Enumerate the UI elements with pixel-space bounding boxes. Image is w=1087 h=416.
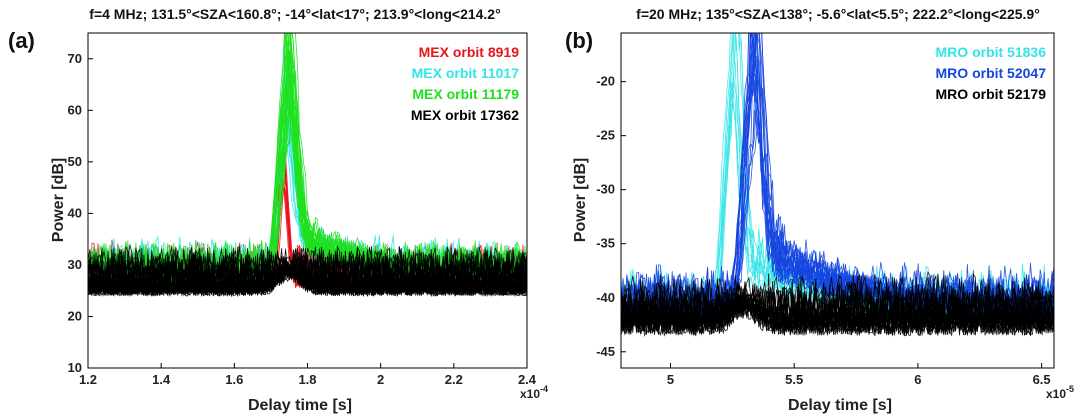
panel-a-y-tick-label: 70 <box>68 51 82 66</box>
panel-b-series-2-curve <box>621 286 1054 337</box>
panel-b: f=20 MHz; 135°<SZA<138°; -5.6°<lat<5.5°;… <box>565 6 1074 414</box>
panel-b-x-tick-label: 5 <box>667 372 674 387</box>
panel-a-x-tick-label: 1.2 <box>79 372 97 387</box>
panel-b-x-tick-label: 6 <box>914 372 921 387</box>
panel-b-y-tick-label: -45 <box>596 344 615 359</box>
panel-a-y-tick-label: 50 <box>68 154 82 169</box>
panel-a-legend-entry: MEX orbit 11017 <box>412 65 520 81</box>
panel-b-y-tick-label: -35 <box>596 236 615 251</box>
panel-b-x-tick-label: 5.5 <box>785 372 803 387</box>
panel-a-label: (a) <box>8 28 35 53</box>
panel-a-ylabel: Power [dB] <box>50 158 67 242</box>
panel-a-axes-frame <box>87 32 528 369</box>
panel-a-x-tick-label: 2.4 <box>518 372 537 387</box>
panel-b-y-tick-label: -25 <box>596 128 615 143</box>
panel-b-xlabel: Delay time [s] <box>788 397 892 414</box>
panel-a-y-tick-label: 20 <box>68 308 82 323</box>
panel-b-title: f=20 MHz; 135°<SZA<138°; -5.6°<lat<5.5°;… <box>636 6 1040 22</box>
panel-a-plot-area: 1.2 1.4 1.6 1.8 2 2.2 2.4 10 20 30 40 50 60 70 <box>68 32 537 387</box>
panel-a-x-tick-label: 1.4 <box>152 372 171 387</box>
panel-b-legend-entry: MRO orbit 52047 <box>936 65 1047 81</box>
panel-a-y-tick-label: 10 <box>68 360 82 375</box>
panel-b-legend: MRO orbit 51836 MRO orbit 52047 MRO orbit … <box>936 44 1047 102</box>
panel-a-series-3 <box>88 244 527 298</box>
panel-b-series-2-curve <box>621 285 1054 336</box>
panel-b-traces <box>621 33 1054 337</box>
panel-b-y-tick-label: -20 <box>596 74 615 89</box>
panel-a-x-multiplier: x10-4 <box>520 384 548 401</box>
panel-b-y-tick-label: -40 <box>596 290 615 305</box>
panel-a-title: f=4 MHz; 131.5°<SZA<160.8°; -14°<lat<17°… <box>89 6 500 22</box>
panel-a-x-tick-label: 1.6 <box>225 372 243 387</box>
panel-a-legend-entry: MEX orbit 8919 <box>419 44 520 60</box>
panel-b-series-2 <box>621 270 1054 337</box>
panel-a-y-tick-label: 60 <box>68 102 82 117</box>
panel-b-series-2-curve <box>621 292 1054 337</box>
panel-a-xlabel: Delay time [s] <box>248 397 352 414</box>
panel-b-x-multiplier: x10-5 <box>1046 384 1074 401</box>
panel-b-plot-area: 5 5.5 6 6.5 -45 -40 -35 -30 -25 -20 <box>596 32 1055 387</box>
panel-a-x-tick-label: 1.8 <box>298 372 316 387</box>
panel-a-series-3-curve <box>88 246 527 297</box>
panel-a-y-tick-label: 30 <box>68 257 82 272</box>
panel-a: f=4 MHz; 131.5°<SZA<160.8°; -14°<lat<17°… <box>8 6 548 414</box>
panel-b-ylabel: Power [dB] <box>572 158 589 242</box>
panel-a-series-3-curve <box>88 248 527 297</box>
panel-b-legend-entry: MRO orbit 51836 <box>936 44 1047 60</box>
panel-a-legend-entry: MEX orbit 17362 <box>411 107 519 123</box>
panel-a-y-tick-label: 40 <box>68 205 82 220</box>
panel-b-axes-frame <box>620 32 1055 369</box>
panel-a-x-tick-label: 2 <box>377 372 384 387</box>
panel-a-legend: MEX orbit 8919 MEX orbit 11017 MEX orbit 1… <box>411 44 519 123</box>
panel-a-traces <box>88 33 527 298</box>
panel-b-y-tick-label: -30 <box>596 182 615 197</box>
panel-a-legend-entry: MEX orbit 11179 <box>412 86 519 102</box>
panel-b-label: (b) <box>565 28 593 53</box>
panel-b-x-tick-label: 6.5 <box>1033 372 1051 387</box>
panel-a-x-tick-label: 2.2 <box>445 372 463 387</box>
panel-b-legend-entry: MRO orbit 52179 <box>936 86 1047 102</box>
